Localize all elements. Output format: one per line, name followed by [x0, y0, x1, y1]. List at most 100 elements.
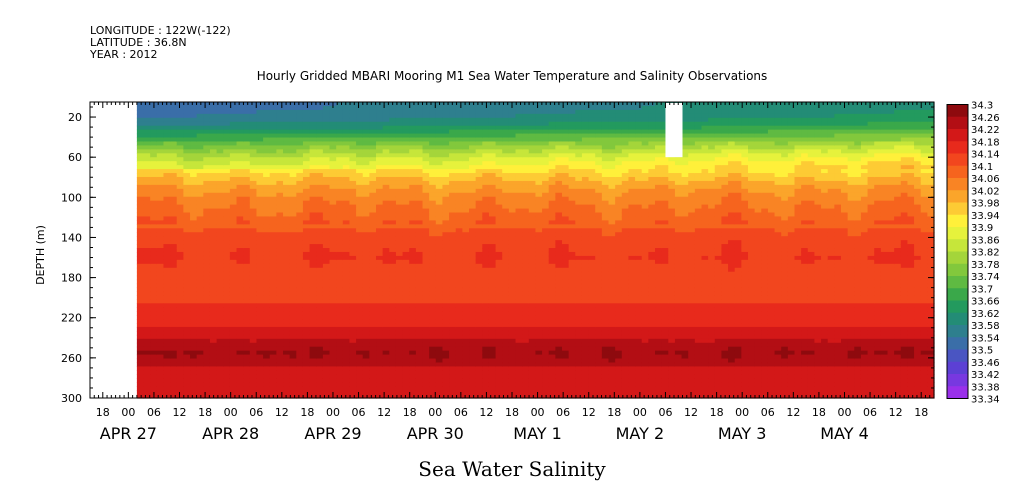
contour-cell	[296, 307, 304, 312]
contour-cell	[276, 109, 284, 115]
contour-cell	[475, 173, 483, 178]
contour-cell	[488, 212, 497, 218]
contour-cell	[229, 311, 238, 316]
contour-cell	[562, 382, 570, 387]
contour-cell	[495, 240, 503, 245]
contour-cell	[183, 180, 191, 186]
contour-cell	[223, 212, 231, 218]
contour-cell	[409, 184, 417, 190]
contour-cell	[136, 315, 145, 320]
contour-cell	[528, 212, 537, 218]
contour-cell	[296, 204, 304, 210]
contour-cell	[462, 153, 470, 158]
contour-cell	[176, 165, 184, 170]
contour-cell	[289, 378, 297, 383]
contour-cell	[236, 267, 244, 273]
contour-cell	[442, 271, 450, 277]
contour-cell	[362, 378, 370, 383]
contour-cell	[568, 267, 576, 273]
contour-cell	[515, 303, 523, 308]
contour-cell	[136, 382, 145, 387]
contour-cell	[562, 232, 570, 237]
contour-cell	[156, 283, 165, 289]
contour-cell	[548, 323, 556, 328]
contour-cell	[243, 161, 251, 166]
contour-cell	[163, 105, 171, 111]
contour-cell	[562, 323, 570, 328]
contour-cell	[156, 354, 165, 360]
contour-cell	[216, 169, 224, 174]
contour-cell	[542, 315, 550, 320]
contour-cell	[329, 271, 337, 277]
contour-cell	[402, 370, 410, 375]
contour-cell	[415, 263, 424, 269]
contour-cell	[203, 303, 211, 308]
contour-cell	[462, 240, 470, 245]
contour-cell	[216, 161, 224, 166]
contour-cell	[203, 212, 211, 218]
contour-cell	[309, 133, 317, 139]
contour-cell	[190, 149, 198, 154]
contour-cell	[482, 157, 490, 162]
contour-cell	[249, 346, 258, 352]
contour-cell	[249, 326, 258, 332]
contour-cell	[296, 224, 304, 229]
contour-cell	[236, 184, 244, 190]
contour-cell	[528, 220, 537, 225]
contour-cell	[362, 145, 370, 150]
contour-cell	[336, 216, 344, 221]
contour-cell	[183, 267, 191, 273]
contour-cell	[356, 212, 364, 218]
contour-cell	[216, 133, 224, 139]
contour-cell	[382, 149, 390, 154]
contour-cell	[190, 161, 198, 166]
contour-cell	[469, 267, 477, 273]
contour-cell	[342, 117, 351, 123]
contour-cell	[555, 287, 563, 293]
contour-cell	[209, 350, 218, 356]
contour-cell	[183, 283, 191, 289]
contour-cell	[488, 350, 497, 356]
contour-cell	[176, 307, 184, 312]
contour-cell	[203, 338, 211, 344]
contour-cell	[269, 255, 277, 261]
contour-cell	[203, 330, 211, 336]
contour-cell	[415, 157, 424, 162]
contour-cell	[415, 244, 424, 249]
contour-cell	[542, 386, 550, 391]
contour-cell	[176, 137, 184, 143]
contour-cell	[409, 220, 417, 225]
contour-cell	[409, 137, 417, 143]
contour-cell	[322, 279, 331, 285]
contour-cell	[309, 315, 317, 320]
contour-cell	[322, 251, 331, 257]
contour-cell	[176, 279, 184, 285]
contour-cell	[143, 378, 151, 383]
contour-cell	[190, 169, 198, 174]
contour-cell	[296, 117, 304, 123]
contour-cell	[482, 129, 490, 135]
contour-cell	[548, 307, 556, 312]
contour-cell	[283, 169, 291, 174]
contour-cell	[176, 236, 184, 241]
contour-cell	[442, 283, 450, 289]
contour-cell	[356, 169, 364, 174]
contour-cell	[389, 299, 397, 304]
contour-cell	[528, 236, 537, 241]
contour-cell	[409, 303, 417, 308]
contour-cell	[216, 271, 224, 277]
contour-cell	[555, 192, 563, 198]
contour-cell	[369, 354, 377, 360]
contour-cell	[429, 354, 437, 360]
contour-cell	[216, 366, 224, 371]
contour-cell	[283, 386, 291, 391]
contour-cell	[309, 240, 317, 245]
contour-cell	[568, 334, 576, 340]
contour-cell	[309, 323, 317, 328]
contour-cell	[482, 117, 490, 123]
contour-cell	[442, 157, 450, 162]
contour-cell	[223, 137, 231, 143]
contour-cell	[316, 228, 324, 233]
contour-cell	[209, 370, 218, 375]
contour-cell	[495, 248, 503, 253]
